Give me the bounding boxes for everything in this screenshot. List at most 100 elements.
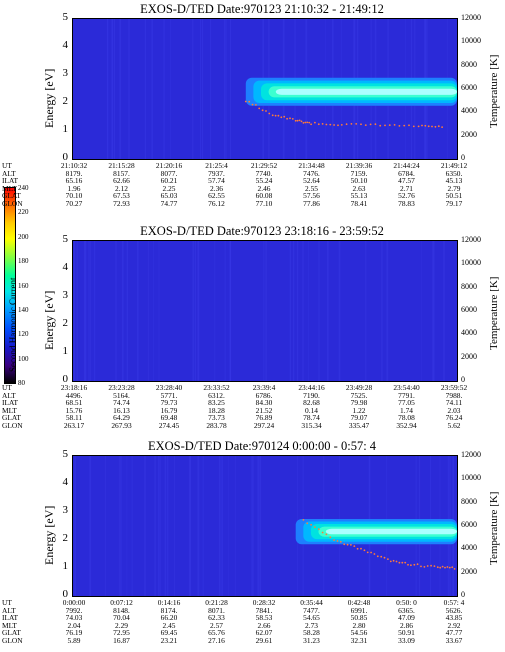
temperature-point — [329, 123, 332, 126]
temperature-point — [306, 121, 309, 124]
temperature-axis-label: Temperature [K] — [488, 276, 500, 350]
noise-streak — [263, 241, 265, 381]
temperature-point — [310, 123, 312, 126]
temperature-tick: 2000 — [461, 129, 477, 139]
ephemeris-value: 45.13 — [445, 176, 463, 186]
ephemeris-label: MLT — [2, 620, 17, 630]
noise-streak — [386, 241, 389, 381]
ephemeris-value: 2.03 — [447, 405, 461, 415]
ephemeris-value: 79.07 — [350, 413, 368, 423]
ephemeris-value: 27.16 — [208, 635, 225, 645]
temperature-point — [325, 123, 328, 126]
noise-streak — [74, 456, 76, 596]
temperature-point — [379, 124, 382, 127]
ephemeris-value: 352.94 — [396, 420, 417, 430]
noise-streak — [153, 241, 154, 381]
temperature-point — [380, 555, 383, 558]
ephemeris-value: 315.34 — [301, 420, 322, 430]
ephemeris-value: 7937. — [208, 168, 225, 178]
temperature-point — [407, 563, 409, 566]
temperature-point — [433, 565, 436, 567]
noise-streak — [197, 241, 200, 381]
temperature-point — [408, 124, 410, 127]
energy-tick: 1 — [62, 560, 69, 572]
ephemeris-value: 267.93 — [111, 420, 132, 430]
noise-streak — [89, 241, 91, 381]
ephemeris-value: 15.76 — [65, 405, 83, 415]
temperature-point — [410, 564, 412, 567]
ephemeris-row: UT 0:00:00 0:07:12 0:14:16 0:21:28 0:28:32 0:3… — [2, 599, 502, 607]
ephemeris-row: GLAT 70.10 67.53 65.03 62.55 60.08 57.56 55.13 5… — [2, 192, 502, 200]
ephemeris-row: ALT 4496. 5164. 5771. 6312. 6786. 7190. 7525. 77… — [2, 390, 502, 400]
noise-streak — [83, 241, 86, 381]
temperature-point — [441, 126, 443, 128]
ephemeris-value: 78.08 — [398, 413, 415, 423]
ephemeris-row: MLT 15.76 16.13 16.79 18.28 21.52 0.14 1.22 1.74… — [2, 407, 502, 415]
ephemeris-row: UT 23:18:16 23:23:28 23:28:40 23:33:52 23:39:… — [2, 384, 502, 392]
energy-tick: 4 — [62, 261, 69, 273]
ephemeris-value: 58.53 — [255, 613, 273, 623]
colorbar-tick: 120 — [18, 330, 29, 339]
noise-streak — [318, 241, 320, 381]
temperature-point — [346, 543, 349, 546]
temperature-tick: 4000 — [461, 543, 477, 553]
noise-streak — [433, 241, 435, 381]
noise-streak — [365, 241, 367, 381]
ephemeris-value: 2.36 — [210, 183, 223, 193]
temperature-point — [417, 125, 420, 128]
temperature-point — [277, 114, 280, 117]
energy-tick: 2 — [62, 532, 69, 544]
temperature-point — [251, 103, 254, 106]
ephemeris-label: MLT — [2, 405, 17, 415]
temperature-point — [420, 565, 422, 568]
temperature-tick: 8000 — [461, 59, 477, 69]
energy-tick: 5 — [62, 448, 69, 460]
ephemeris-value: 2.63 — [352, 183, 366, 193]
temperature-tick: 0 — [461, 375, 465, 384]
ephemeris-value: 83.25 — [208, 398, 225, 408]
ephemeris-value: 16.79 — [160, 405, 178, 415]
ephemeris-value: 62.07 — [255, 628, 273, 638]
ephemeris-value: 8157. — [113, 168, 130, 178]
ephemeris-value: 5.62 — [447, 420, 461, 430]
ephemeris-value: 4496. — [65, 390, 83, 400]
noise-streak — [126, 456, 128, 596]
ephemeris-table: UT 23:18:16 23:23:28 23:28:40 23:33:52 23:39:… — [2, 384, 502, 430]
ephemeris-value: 54.56 — [350, 628, 368, 638]
noise-streak — [126, 241, 128, 381]
energy-tick: 0 — [62, 373, 69, 385]
ephemeris-row: MLT 2.04 2.29 2.45 2.57 2.66 2.73 2.80 2.86 2.92 — [2, 622, 502, 630]
ephemeris-row: MLT 1.96 2.12 2.25 2.36 2.46 2.55 2.63 2.71 2.79 — [2, 185, 502, 193]
temperature-point — [343, 543, 346, 546]
ephemeris-table: UT 21:10:32 21:15:28 21:20:16 21:25:4 21:29:5… — [2, 162, 502, 208]
noise-streak — [292, 241, 295, 381]
temperature-tick: 10000 — [461, 473, 481, 483]
temperature-point — [321, 123, 324, 125]
ephemeris-value: 60.21 — [160, 176, 178, 186]
ephemeris-row: ILAT 68.51 74.74 79.73 83.25 84.30 82.68 79.98 7… — [2, 399, 502, 407]
spectrogram-panel: EXOS-D/TED Date:970123 23:18:16 - 23:59:… — [0, 222, 505, 437]
ephemeris-value: 77.10 — [255, 198, 273, 208]
ephemeris-value: 47.57 — [398, 176, 415, 186]
temperature-point — [333, 539, 335, 541]
temperature-point — [289, 117, 291, 120]
temperature-point — [248, 100, 251, 103]
ephemeris-value: 23.21 — [160, 635, 178, 645]
ephemeris-value: 50.91 — [398, 628, 415, 638]
temperature-point — [404, 561, 407, 564]
ephemeris-label: ALT — [2, 168, 16, 178]
temperature-tick: 6000 — [461, 520, 477, 529]
ephemeris-value: 74.03 — [65, 613, 83, 623]
ephemeris-row: GLAT 76.19 72.95 69.45 65.76 62.07 58.28 54.56 5… — [2, 629, 502, 637]
ephemeris-label: UT — [2, 598, 12, 607]
ephemeris-value: 7190. — [303, 390, 320, 400]
noise-streak — [113, 19, 115, 159]
noise-streak — [432, 241, 434, 381]
noise-streak — [174, 456, 175, 596]
temperature-point — [296, 119, 299, 122]
ephemeris-value: 5771. — [160, 390, 178, 400]
ephemeris-value: 76.24 — [445, 413, 463, 423]
ephemeris-value: 74.74 — [113, 398, 130, 408]
temperature-point — [401, 561, 404, 564]
energy-tick: 3 — [62, 504, 69, 516]
